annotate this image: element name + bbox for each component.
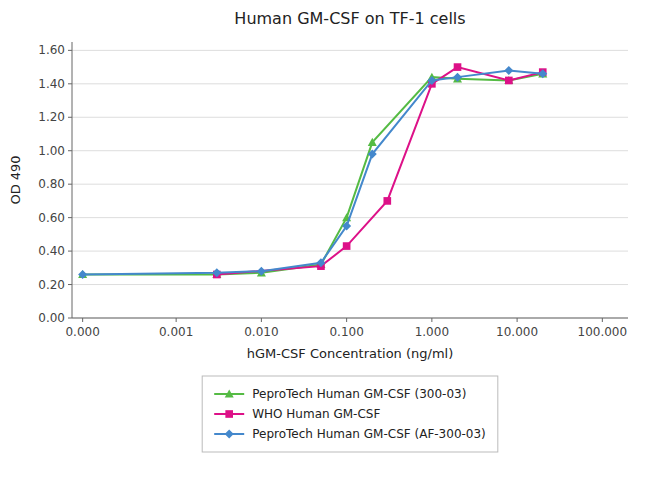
tick-mark	[68, 217, 72, 218]
tick-label: 0.010	[244, 325, 278, 339]
tick-label: 1.000	[415, 325, 449, 339]
tick-label: 0.001	[159, 325, 193, 339]
legend-label: WHO Human GM-CSF	[252, 407, 380, 421]
grid-line	[72, 117, 628, 118]
title: Human GM-CSF on TF-1 cells	[234, 9, 465, 28]
legend-marker	[225, 430, 234, 439]
tick-mark	[346, 318, 347, 322]
tick-mark	[176, 318, 177, 322]
grid-line	[72, 251, 628, 252]
tick-label: 0.000	[65, 325, 99, 339]
y-axis-label: OD 490	[8, 155, 23, 204]
tick-mark	[261, 318, 262, 322]
tick-label: 1.60	[38, 43, 65, 57]
tick-mark	[68, 251, 72, 252]
tick-mark	[431, 318, 432, 322]
series-marker	[368, 138, 377, 146]
series-marker	[78, 270, 87, 279]
tick-label: 1.00	[38, 144, 65, 158]
series-marker	[453, 73, 462, 82]
data	[78, 63, 547, 279]
series-marker	[78, 270, 87, 278]
series-line	[217, 67, 543, 274]
legend-label: PeproTech Human GM-CSF (300-03)	[252, 387, 466, 401]
tick-mark	[68, 50, 72, 51]
tick-label: 0.20	[38, 278, 65, 292]
y-axis-line	[72, 42, 73, 318]
axes: 0.00 0.20 0.40 0.60 0.80 1.00 1.20 1.40 1.60 0.00…	[38, 42, 628, 339]
grid-line	[72, 150, 628, 151]
series-marker	[316, 258, 325, 267]
series-marker	[383, 197, 391, 205]
series-marker	[343, 242, 351, 250]
tick-label: 100.000	[578, 325, 628, 339]
series-marker	[368, 150, 377, 159]
series-marker	[427, 76, 436, 85]
chart: Human GM-CSF on TF-1 cells0.000.200.400.…	[0, 0, 650, 479]
series-marker	[538, 69, 547, 77]
grid-line	[72, 83, 628, 84]
series-marker	[504, 76, 513, 84]
tick-mark	[68, 184, 72, 185]
series-marker	[212, 268, 221, 277]
series-marker	[454, 63, 462, 71]
tick-label: 10.000	[496, 325, 538, 339]
tick-mark	[68, 117, 72, 118]
tick-label: 0.00	[38, 311, 65, 325]
tick-mark	[517, 318, 518, 322]
series-marker	[257, 267, 266, 276]
legend-box	[202, 376, 498, 452]
grid-line	[72, 284, 628, 285]
legend-label: PeproTech Human GM-CSF (AF-300-03)	[252, 427, 486, 441]
tick-mark	[82, 318, 83, 322]
tick-label: 0.80	[38, 177, 65, 191]
series-marker	[538, 69, 547, 78]
tick-label: 1.20	[38, 110, 65, 124]
tick-label: 1.40	[38, 77, 65, 91]
tick-label: 0.40	[38, 244, 65, 258]
grid-line	[72, 318, 628, 319]
grid-line	[72, 184, 628, 185]
legend-marker	[225, 410, 233, 418]
tick-label: 0.60	[38, 211, 65, 225]
tick-mark	[68, 284, 72, 285]
series-marker	[342, 222, 351, 231]
series-line	[83, 74, 543, 275]
series-line	[83, 70, 543, 274]
tick-mark	[68, 318, 72, 319]
tick-label: 0.100	[329, 325, 363, 339]
tick-mark	[68, 150, 72, 151]
x-axis-line	[72, 318, 628, 319]
tick-mark	[602, 318, 603, 322]
grid-line	[72, 50, 628, 51]
series-marker	[504, 66, 513, 75]
tick-mark	[68, 83, 72, 84]
legend: PeproTech Human GM-CSF (300-03) WHO Human…	[202, 376, 498, 452]
legend-marker	[225, 390, 234, 398]
x-axis-label: hGM-CSF Concentration (ng/ml)	[247, 346, 454, 361]
series-marker	[505, 77, 513, 85]
